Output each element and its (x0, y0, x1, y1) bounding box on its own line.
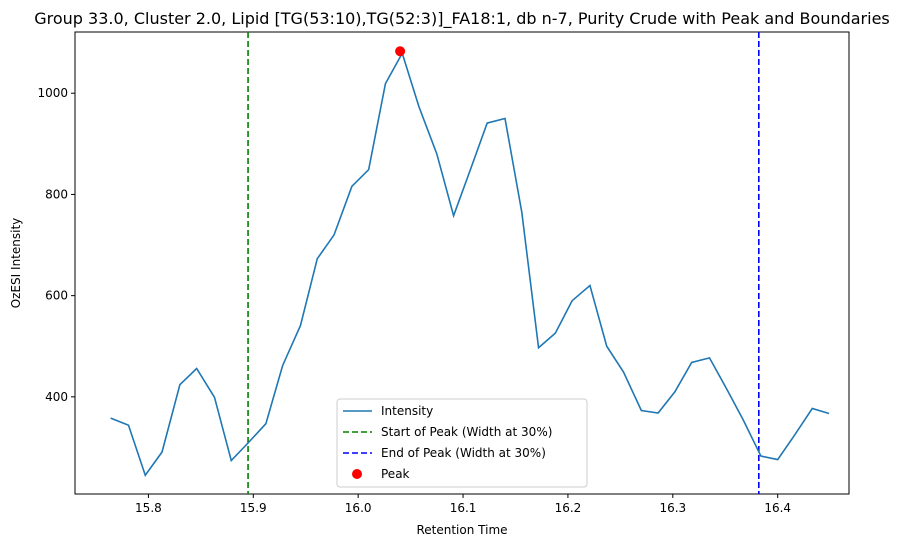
y-axis-ticks: 400 600 800 1000 (37, 86, 75, 404)
x-tick-label: 16.2 (555, 501, 582, 515)
legend-box (336, 398, 588, 488)
y-tick-label: 1000 (37, 86, 68, 100)
legend-item-intensity-label: Intensity (381, 404, 433, 418)
boundary-lines (247, 32, 760, 494)
x-tick-label: 15.8 (135, 501, 162, 515)
x-tick-label: 15.9 (240, 501, 267, 515)
chart-title: Group 33.0, Cluster 2.0, Lipid [TG(53:10… (34, 9, 890, 29)
y-tick-label: 600 (45, 289, 68, 303)
peak-marker (395, 46, 406, 57)
plot-area-frame (74, 31, 850, 495)
legend: Intensity Start of Peak (Width at 30%) End… (336, 398, 588, 488)
x-axis-ticks: 15.8 15.9 16.0 16.1 16.2 16.3 16.4 (135, 494, 791, 515)
x-tick-label: 16.0 (345, 501, 372, 515)
x-tick-label: 16.3 (659, 501, 686, 515)
x-axis-label: Retention Time (416, 523, 507, 537)
y-tick-label: 800 (45, 187, 68, 201)
legend-item-start-of-peak-label: Start of Peak (Width at 30%) (381, 425, 552, 439)
legend-item-peak-swatch (352, 469, 362, 479)
y-tick-label: 400 (45, 390, 68, 404)
y-axis-label: OzESI Intensity (9, 218, 23, 309)
intensity-series-line (110, 51, 830, 478)
x-tick-label: 16.1 (450, 501, 477, 515)
x-tick-label: 16.4 (764, 501, 791, 515)
legend-item-peak-label: Peak (381, 467, 410, 481)
legend-item-end-of-peak-label: End of Peak (Width at 30%) (381, 446, 546, 460)
